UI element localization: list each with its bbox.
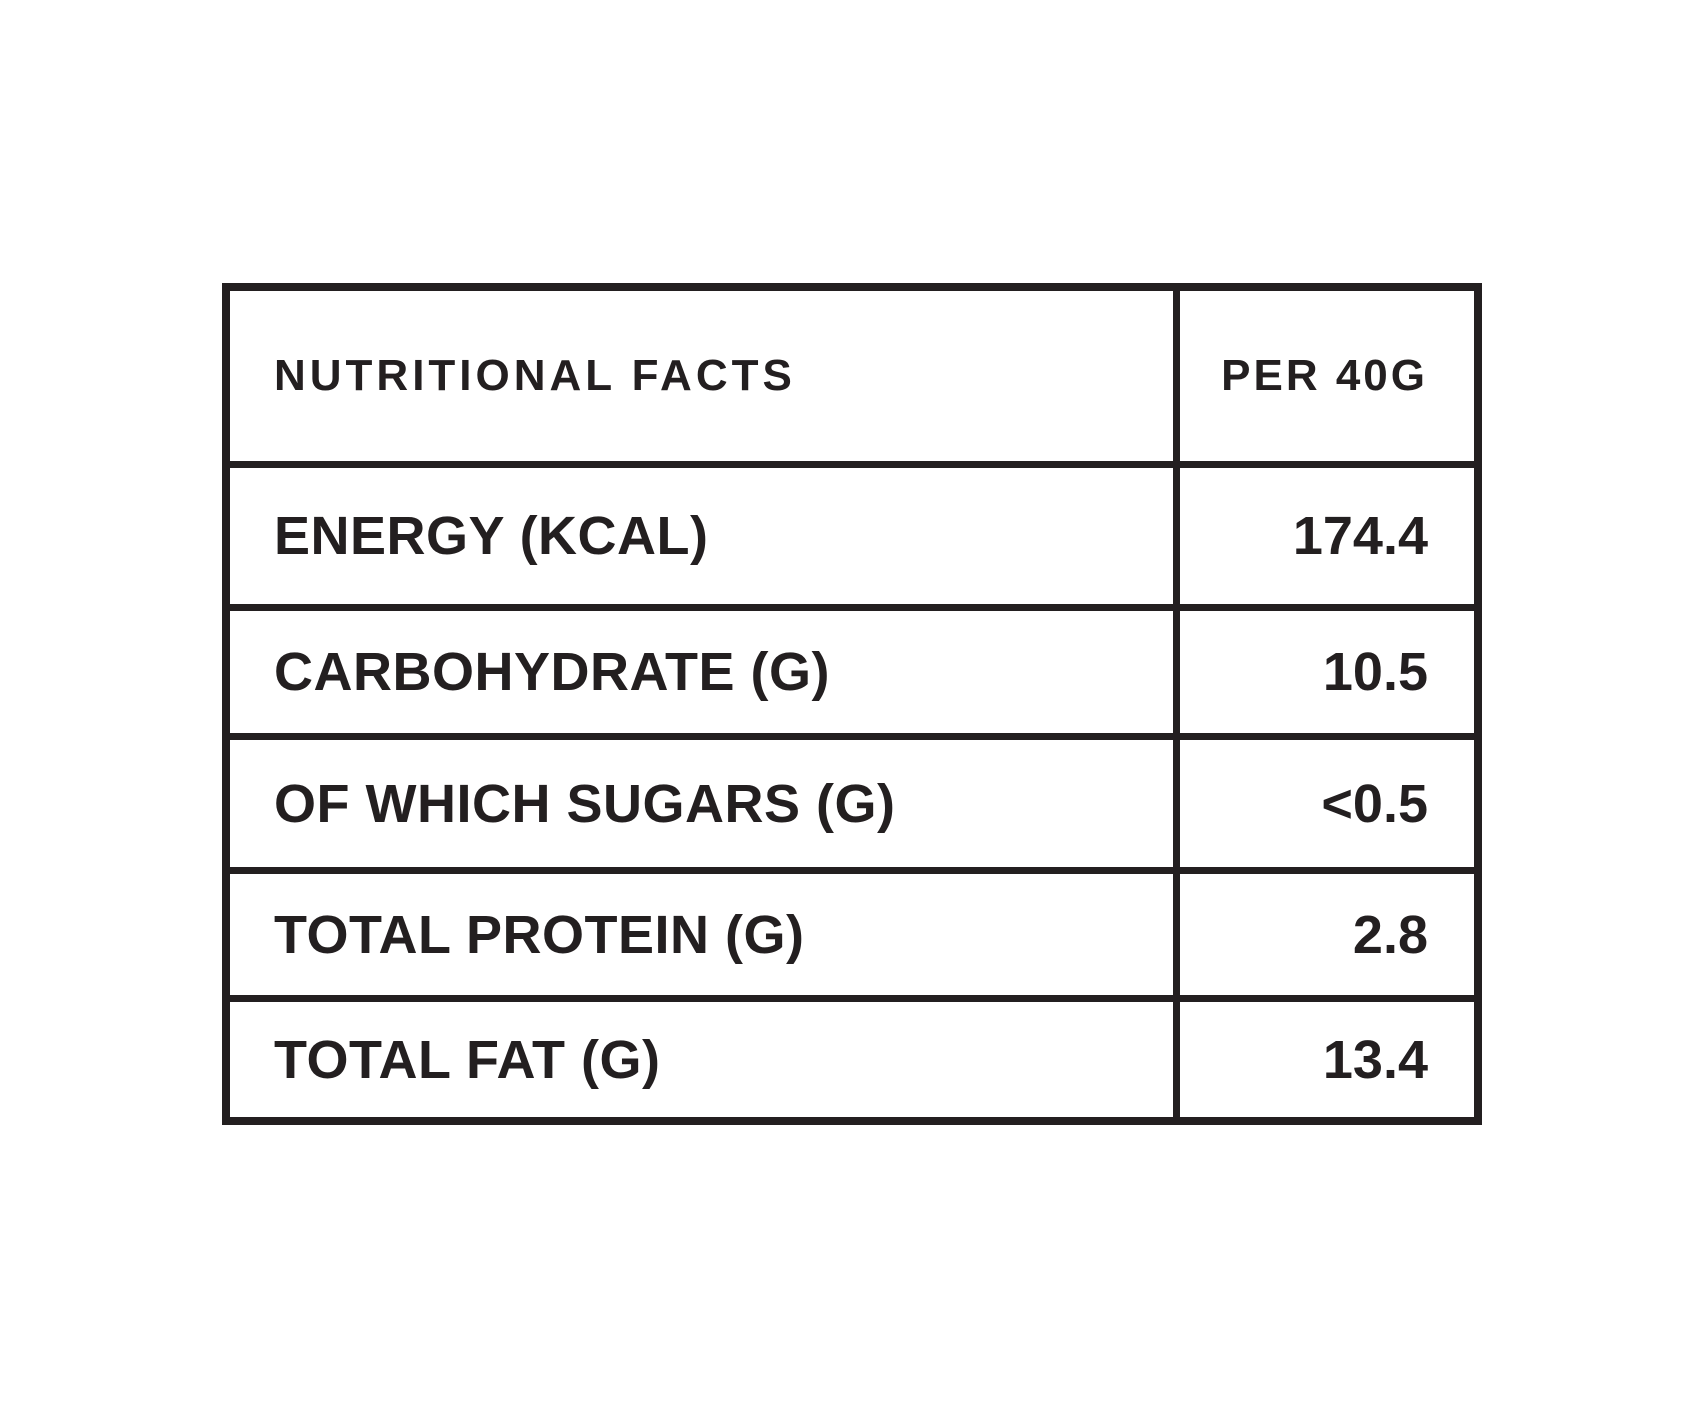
table-row-fat: TOTAL FAT (G) 13.4: [230, 995, 1474, 1117]
row-label-protein: TOTAL PROTEIN (G): [274, 904, 805, 965]
row-value-energy: 174.4: [1173, 468, 1474, 604]
row-value-carbohydrate: 10.5: [1173, 611, 1474, 733]
table-row-energy: ENERGY (KCAL) 174.4: [230, 461, 1474, 604]
row-value-sugars: <0.5: [1173, 740, 1474, 867]
row-label-fat: TOTAL FAT (G): [274, 1029, 661, 1090]
header-title: NUTRITIONAL FACTS: [274, 351, 796, 400]
row-label-energy: ENERGY (KCAL): [274, 506, 709, 566]
row-label-carbohydrate: CARBOHYDRATE (G): [274, 642, 830, 702]
row-value-protein: 2.8: [1173, 874, 1474, 995]
nutrition-facts-table: NUTRITIONAL FACTS PER 40G ENERGY (KCAL) …: [222, 283, 1482, 1125]
table-row-carbohydrate: CARBOHYDRATE (G) 10.5: [230, 604, 1474, 733]
row-label-sugars: OF WHICH SUGARS (G): [274, 773, 896, 834]
table-row-protein: TOTAL PROTEIN (G) 2.8: [230, 867, 1474, 995]
header-serving-size: PER 40G: [1173, 291, 1474, 461]
table-row-sugars: OF WHICH SUGARS (G) <0.5: [230, 733, 1474, 867]
table-header-row: NUTRITIONAL FACTS PER 40G: [230, 291, 1474, 461]
row-value-fat: 13.4: [1173, 1002, 1474, 1117]
